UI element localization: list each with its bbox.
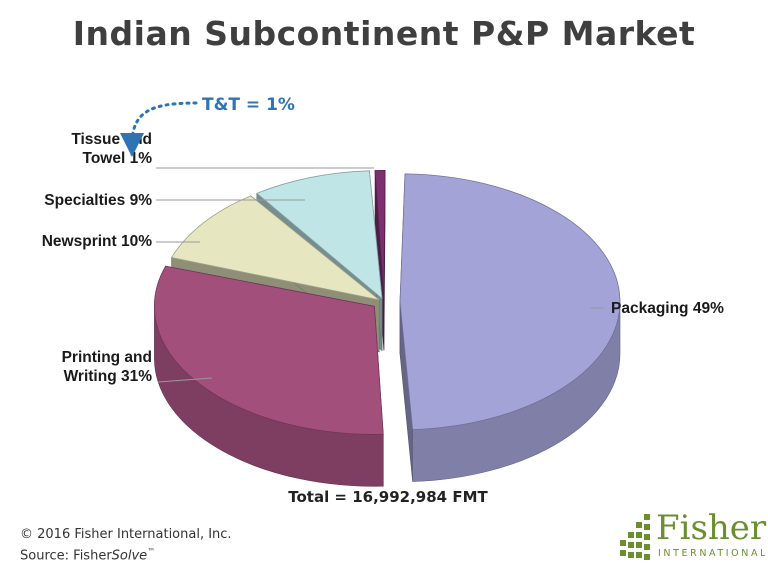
slice-label-0: Packaging 49% xyxy=(611,300,724,317)
tt-callout: T&T = 1% xyxy=(202,95,295,115)
slice-label-line: Printing and xyxy=(62,349,152,366)
logo-word: Fisher xyxy=(656,508,767,548)
slice-label-3: Specialties 9% xyxy=(44,192,152,209)
slice-top-0 xyxy=(399,173,621,431)
slice-label-4: Tissue and Towel 1% xyxy=(71,131,152,167)
callout-arrow xyxy=(120,101,198,157)
source-prefix: Source: Fisher xyxy=(20,548,112,564)
slice-label-line: Newsprint 10% xyxy=(42,233,152,250)
slice-top-2 xyxy=(170,195,380,301)
chart-title: Indian Subcontinent P&P Market xyxy=(72,14,696,53)
slice-label-line: Tissue and xyxy=(71,131,152,148)
total-label: Total = 16,992,984 FMT xyxy=(288,488,488,506)
slice-label-2: Newsprint 10% xyxy=(42,233,152,250)
source-text: Source: FisherSolve™ xyxy=(20,547,155,563)
slice-label-line: Writing 31% xyxy=(64,368,153,385)
copyright-text: © 2016 Fisher International, Inc. xyxy=(20,527,232,542)
slice-label-line: Specialties 9% xyxy=(44,192,152,209)
slice-top-1 xyxy=(154,265,384,435)
source-italic: Solve xyxy=(111,548,148,564)
slice-label-line: Packaging 49% xyxy=(611,300,724,317)
slice-label-line: Towel 1% xyxy=(83,150,153,167)
logo-subtitle: INTERNATIONAL xyxy=(658,548,768,559)
fisher-logo: Fisher INTERNATIONAL xyxy=(618,508,766,566)
source-tm: ™ xyxy=(147,547,156,556)
leader-line-1 xyxy=(157,377,213,383)
slice-label-1: Printing and Writing 31% xyxy=(62,349,153,385)
slice-top-4 xyxy=(374,170,386,299)
logo-bars-icon xyxy=(620,514,650,560)
slice-top-3 xyxy=(256,170,383,300)
